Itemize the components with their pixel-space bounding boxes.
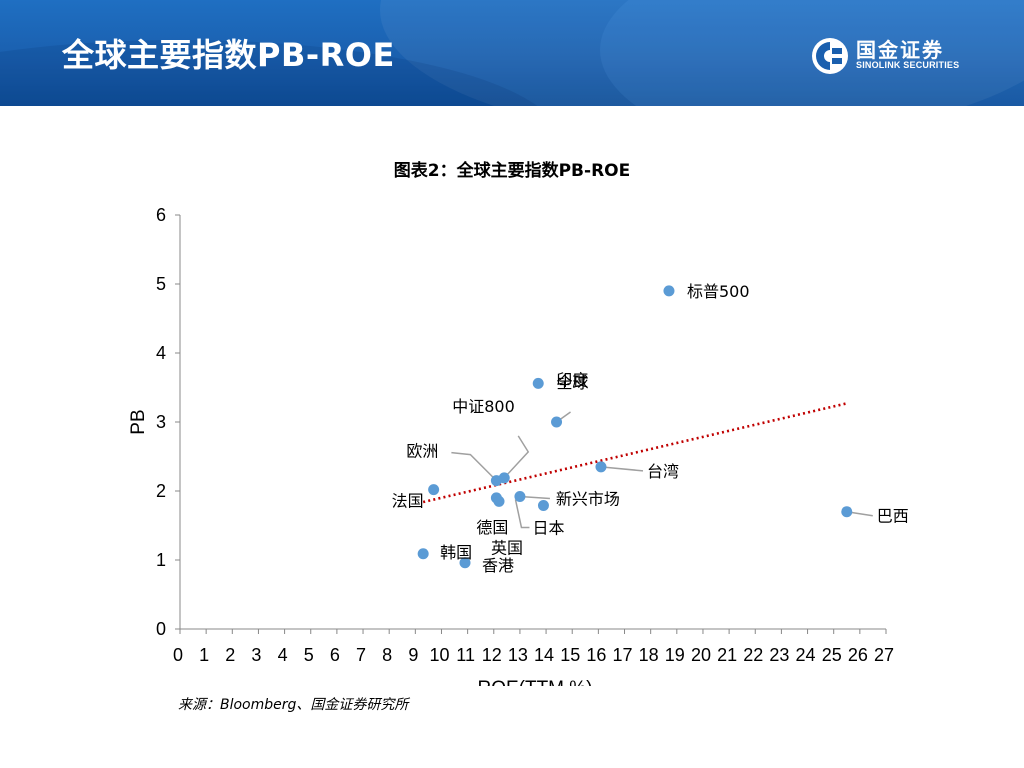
y-tick-label: 1 (156, 550, 166, 570)
x-tick-label: 23 (769, 645, 789, 665)
banner-wave (600, 0, 1024, 106)
x-tick-label: 15 (560, 645, 580, 665)
point-label: 日本 (532, 518, 564, 537)
x-tick-label: 2 (225, 645, 235, 665)
x-tick-label: 20 (691, 645, 711, 665)
x-tick-label: 8 (382, 645, 392, 665)
y-tick-label: 5 (156, 274, 166, 294)
point-label: 标普500 (687, 282, 750, 301)
company-logo: 国金证券 SINOLINK SECURITIES (810, 34, 980, 78)
y-tick-label: 6 (156, 205, 166, 225)
y-tick-label: 2 (156, 481, 166, 501)
point-label: 香港 (482, 556, 514, 575)
data-point (428, 484, 440, 496)
page-title: 全球主要指数PB-ROE (62, 36, 395, 74)
data-points (417, 285, 853, 569)
data-point (532, 377, 544, 389)
data-point (417, 548, 429, 560)
x-tick-label: 14 (534, 645, 554, 665)
y-tick-label: 3 (156, 412, 166, 432)
sinolink-logo-icon (812, 38, 848, 74)
leader-line (451, 451, 497, 482)
data-point (514, 491, 526, 503)
x-tick-label: 10 (429, 645, 449, 665)
x-tick-label: 21 (717, 645, 737, 665)
x-tick-label: 18 (639, 645, 659, 665)
x-tick-label: 24 (796, 645, 816, 665)
point-label: 印度 (556, 370, 588, 389)
y-tick-label: 0 (156, 619, 166, 639)
point-label: 法国 (392, 492, 424, 511)
data-point (537, 499, 549, 511)
x-tick-label: 27 (874, 645, 894, 665)
x-tick-label: 17 (613, 645, 633, 665)
data-point (595, 461, 607, 473)
y-tick-label: 4 (156, 343, 166, 363)
x-tick-label: 7 (356, 645, 366, 665)
header-banner: 全球主要指数PB-ROE 国金证券 SINOLINK SECURITIES (0, 0, 1024, 106)
point-label: 中证800 (452, 397, 515, 416)
trendline (422, 402, 848, 504)
x-tick-label: 3 (251, 645, 261, 665)
x-tick-label: 16 (586, 645, 606, 665)
data-point (663, 285, 675, 297)
point-label: 巴西 (877, 507, 909, 526)
x-axis-label: ROE(TTM,%) (477, 678, 592, 686)
data-point (551, 416, 563, 428)
point-label: 英国 (491, 538, 523, 557)
point-label: 韩国 (440, 543, 472, 562)
x-tick-label: 0 (173, 645, 183, 665)
banner-wave (380, 0, 1024, 106)
leader-line (503, 435, 530, 479)
x-tick-label: 4 (278, 645, 288, 665)
point-label: 欧洲 (406, 442, 438, 461)
x-tick-label: 19 (665, 645, 685, 665)
x-tick-label: 1 (199, 645, 209, 665)
x-tick-label: 11 (456, 645, 475, 665)
trendline-group (422, 402, 848, 504)
y-axis-label: PB (128, 409, 149, 434)
logo-name-cn: 国金证券 (856, 38, 944, 62)
x-tick-label: 9 (408, 645, 418, 665)
data-point (459, 557, 471, 569)
x-tick-label: 13 (508, 645, 528, 665)
point-label: 全球 (557, 373, 589, 392)
point-label: 台湾 (647, 462, 679, 481)
point-label: 新兴市场 (556, 490, 620, 509)
x-tick-label: 25 (822, 645, 842, 665)
source-note: 来源：Bloomberg、国金证券研究所 (178, 697, 409, 713)
data-point (841, 506, 853, 518)
x-tick-label: 6 (330, 645, 340, 665)
data-point (493, 495, 505, 507)
x-tick-label: 12 (482, 645, 502, 665)
leader-line (600, 466, 644, 472)
x-tick-label: 26 (848, 645, 868, 665)
x-tick-label: 5 (304, 645, 314, 665)
leader-line (514, 499, 530, 529)
logo-name-en: SINOLINK SECURITIES (856, 60, 960, 70)
chart-title: 图表2：全球主要指数PB-ROE (394, 160, 630, 181)
x-tick-label: 22 (743, 645, 763, 665)
data-point (490, 475, 502, 487)
point-label: 德国 (476, 518, 508, 537)
